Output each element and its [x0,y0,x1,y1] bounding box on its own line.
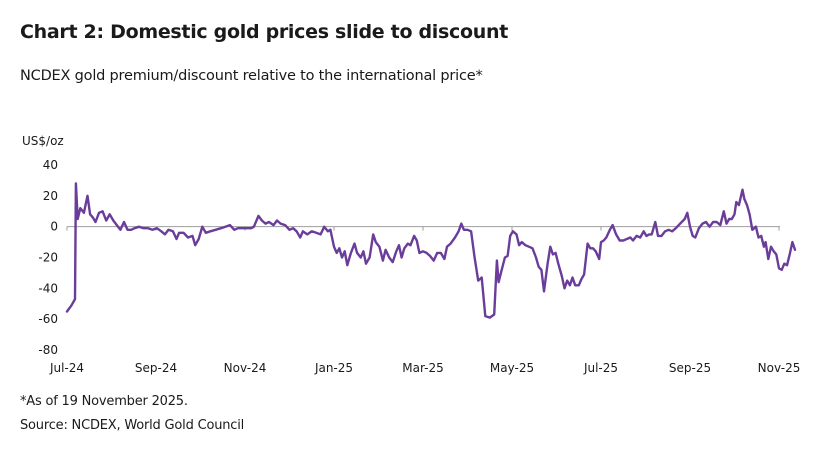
x-axis: Jul-24 Sep-24 Nov-24 Jan-25 Mar-25 May-25 Jul-… [49,226,801,375]
y-axis-unit-label: US$/oz [22,134,64,148]
x-tick-label: Sep-24 [135,361,177,375]
x-tick-label: Mar-25 [402,361,443,375]
chart-subtitle: NCDEX gold premium/discount relative to … [20,68,483,84]
y-tick-label: -20 [38,251,58,265]
x-tick-label: Nov-25 [758,361,801,375]
y-tick-label: -80 [38,343,58,357]
x-tick-label: Jan-25 [314,361,353,375]
y-tick-label: 40 [43,158,58,172]
series-line [65,182,797,319]
y-tick-label: 20 [43,189,58,203]
source-note: Source: NCDEX, World Gold Council [20,418,245,433]
x-tick-label: Sep-25 [669,361,711,375]
x-tick-label: May-25 [490,361,534,375]
y-tick-label: -40 [38,281,58,295]
chart-title: Chart 2: Domestic gold prices slide to d… [20,21,508,43]
x-tick-label: Jul-24 [49,361,84,375]
x-tick-label: Jul-25 [583,361,618,375]
y-axis: 40 20 0 -20 -40 -60 -80 [38,158,58,357]
y-tick-label: 0 [50,220,58,234]
x-tick-label: Nov-24 [224,361,267,375]
series-group [65,182,797,319]
footnote: *As of 19 November 2025. [20,394,188,409]
y-tick-label: -60 [38,312,58,326]
